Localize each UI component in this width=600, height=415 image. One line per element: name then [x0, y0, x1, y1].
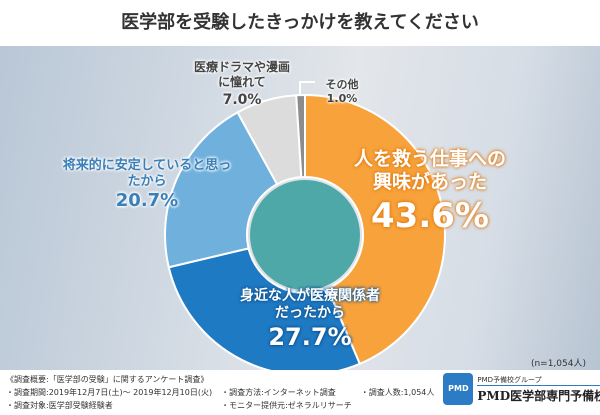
- label-3-text: 医療ドラマや漫画に憧れて: [193, 60, 290, 89]
- label-1-text: 身近な人が医療関係者だったから: [240, 288, 380, 321]
- survey-period: ・調査期間:2019年12月7日(土)～ 2019年12月10日(火): [6, 388, 213, 397]
- logo-name: PMD医学部専門予備校: [477, 384, 600, 404]
- label-3-value: 7.0%: [222, 92, 262, 108]
- label-3: 医療ドラマや漫画に憧れて 7.0%: [192, 60, 292, 110]
- label-2-text: 将来的に安定していると思ったから: [62, 158, 232, 189]
- logo: PMD PMD予備校グループ PMD医学部専門予備校: [443, 373, 600, 405]
- center-photo: [250, 180, 360, 290]
- label-0: 人を救う仕事への興味があった 43.6%: [345, 148, 515, 238]
- label-0-text: 人を救う仕事への興味があった: [353, 148, 506, 193]
- label-4-text: その他: [325, 78, 359, 91]
- survey-summary: 《調査概要:「医学部の受験」に関するアンケート調査》: [6, 375, 209, 384]
- slice-0: [304, 93, 446, 366]
- survey-provider: ・モニター提供元:ゼネラルリサーチ: [221, 401, 352, 410]
- footer-col-1: 《調査概要:「医学部の受験」に関するアンケート調査》 ・調査期間:2019年12…: [6, 373, 212, 412]
- sample-size-note: (n=1,054人): [530, 359, 586, 369]
- survey-count: ・調査人数:1,054人: [360, 388, 435, 397]
- label-4: その他 1.0%: [312, 78, 372, 106]
- label-4-value: 1.0%: [326, 92, 358, 105]
- label-1: 身近な人が医療関係者だったから 27.7%: [240, 288, 380, 352]
- label-0-value: 43.6%: [371, 196, 489, 236]
- label-1-value: 27.7%: [268, 323, 352, 351]
- slice-2: [164, 110, 279, 269]
- leader-line-other: [299, 81, 315, 96]
- logo-mark: PMD: [443, 373, 474, 405]
- label-2-value: 20.7%: [115, 190, 179, 211]
- footer-col-3: ・調査人数:1,054人: [361, 373, 435, 399]
- chart-title: 医学部を受験したきっかけを教えてください: [0, 0, 600, 46]
- survey-method: ・調査方法:インターネット調査: [221, 388, 336, 397]
- logo-text: PMD予備校グループ PMD医学部専門予備校: [477, 375, 600, 404]
- label-2: 将来的に安定していると思ったから 20.7%: [62, 158, 232, 212]
- footer-col-2: ・調査方法:インターネット調査 ・モニター提供元:ゼネラルリサーチ: [221, 373, 352, 412]
- footer: 《調査概要:「医学部の受験」に関するアンケート調査》 ・調査期間:2019年12…: [0, 370, 600, 415]
- logo-group: PMD予備校グループ: [477, 375, 542, 384]
- logo-mark-text: PMD: [448, 384, 469, 393]
- survey-target: ・調査対象:医学部受験経験者: [6, 401, 113, 410]
